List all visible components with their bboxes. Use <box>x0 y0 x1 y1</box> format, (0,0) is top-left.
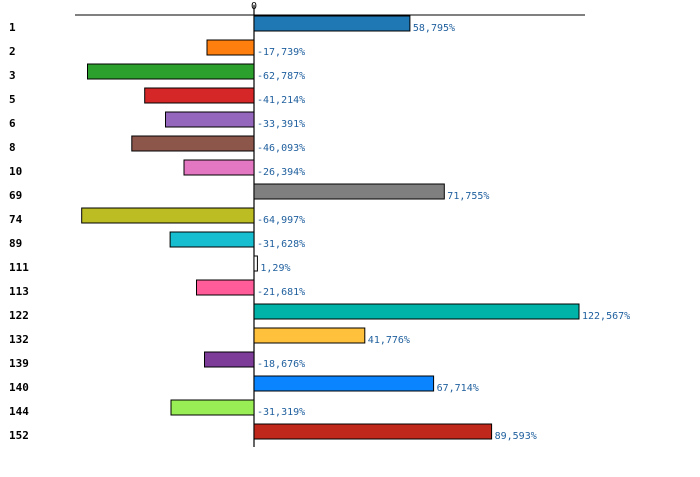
value-label: -62,787% <box>257 71 305 82</box>
category-label: 1 <box>9 21 16 34</box>
value-label: -26,394% <box>257 167 305 178</box>
category-label: 2 <box>9 45 16 58</box>
bar-111 <box>253 255 258 272</box>
value-labels: 58,795% -17,739% -62,787% -41,214% -33,391% -… <box>257 23 630 442</box>
value-label: 41,776% <box>368 335 410 346</box>
value-label: -21,681% <box>257 287 305 298</box>
value-label: -18,676% <box>257 359 305 370</box>
value-label: -33,391% <box>257 119 305 130</box>
value-label: -41,214% <box>257 95 305 106</box>
category-label: 144 <box>9 405 29 418</box>
category-label: 89 <box>9 237 22 250</box>
zero-tick-label: 0 <box>251 1 257 12</box>
bar-132 <box>253 327 366 344</box>
category-label: 132 <box>9 333 29 346</box>
bar-10 <box>183 159 255 176</box>
value-label: 122,567% <box>582 311 630 322</box>
bars-group <box>81 15 580 440</box>
bar-5 <box>144 87 255 104</box>
category-label: 74 <box>9 213 23 226</box>
category-label: 140 <box>9 381 29 394</box>
bar-1 <box>253 15 411 32</box>
category-label: 8 <box>9 141 16 154</box>
bar-139 <box>204 351 255 368</box>
category-label: 6 <box>9 117 16 130</box>
bar-89 <box>169 231 255 248</box>
category-label: 111 <box>9 261 29 274</box>
value-label: 1,29% <box>260 263 290 274</box>
bar-8 <box>131 135 255 152</box>
bar-6 <box>165 111 255 128</box>
value-label: 89,593% <box>495 431 537 442</box>
bar-152 <box>253 423 493 440</box>
category-label: 10 <box>9 165 22 178</box>
value-label: 71,755% <box>447 191 489 202</box>
category-labels: 1 2 3 5 6 8 10 69 74 89 111 113 122 132 139 140 144 152 <box>9 21 29 442</box>
bar-140 <box>253 375 435 392</box>
category-label: 3 <box>9 69 16 82</box>
category-label: 69 <box>9 189 22 202</box>
value-label: -17,739% <box>257 47 305 58</box>
bar-144 <box>170 399 255 416</box>
value-label: -46,093% <box>257 143 305 154</box>
bar-69 <box>253 183 445 200</box>
category-label: 5 <box>9 93 16 106</box>
category-label: 113 <box>9 285 29 298</box>
bar-74 <box>81 207 255 224</box>
value-label: -31,628% <box>257 239 305 250</box>
bar-3 <box>87 63 255 80</box>
bar-2 <box>206 39 255 56</box>
bar-113 <box>196 279 255 296</box>
value-label: 58,795% <box>413 23 455 34</box>
category-label: 152 <box>9 429 29 442</box>
value-label: -31,319% <box>257 407 305 418</box>
value-label: 67,714% <box>437 383 479 394</box>
category-label: 122 <box>9 309 29 322</box>
bar-122 <box>253 303 580 320</box>
value-label: -64,997% <box>257 215 305 226</box>
category-label: 139 <box>9 357 29 370</box>
